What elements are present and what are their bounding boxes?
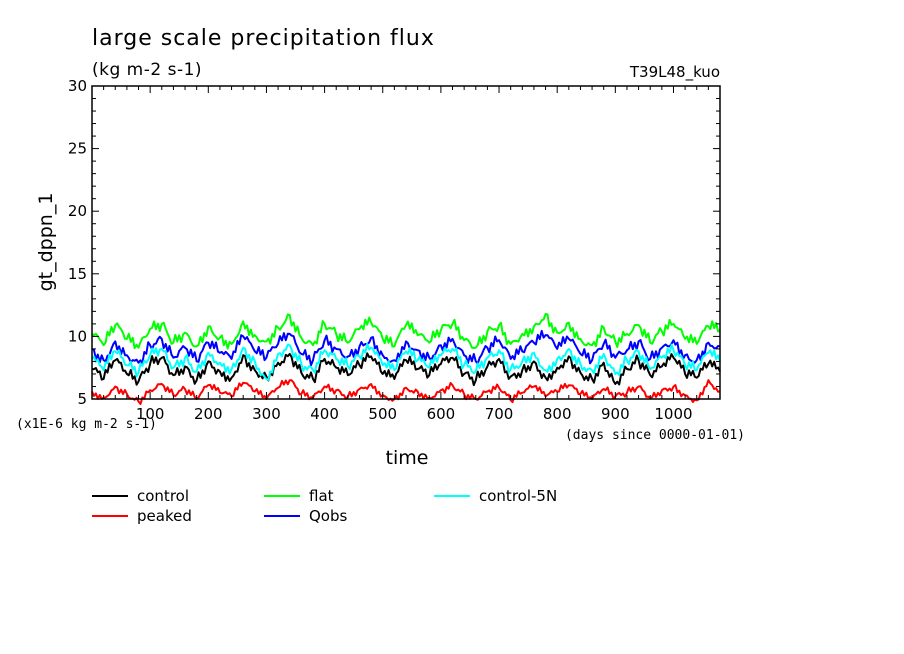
y-unit-label: (x1E-6 kg m-2 s-1) <box>16 417 157 432</box>
x-unit-label: (days since 0000-01-01) <box>565 428 745 443</box>
x-tick-label: 1000 <box>654 405 692 423</box>
legend: control peaked flat Qobs control-5N <box>92 487 557 525</box>
x-axis-label: time <box>386 447 429 469</box>
x-tick-label: 900 <box>601 405 630 423</box>
x-tick-label: 600 <box>427 405 456 423</box>
y-tick-label: 15 <box>68 265 87 283</box>
series-line-flat <box>91 312 721 350</box>
y-axis-label: gt_dppn_1 <box>35 193 57 292</box>
x-tick-label: 400 <box>310 405 339 423</box>
y-tick-label: 30 <box>68 77 87 95</box>
x-tick-label: 700 <box>485 405 514 423</box>
legend-label-peaked: peaked <box>137 507 192 525</box>
series-line-control <box>91 352 721 387</box>
series-line-peaked <box>91 379 721 405</box>
chart-subtitle: (kg m-2 s-1) <box>92 60 202 80</box>
y-tick-label: 10 <box>68 327 87 345</box>
x-tick-label: 100 <box>136 405 165 423</box>
series-layer <box>91 312 721 405</box>
x-tick-label: 500 <box>368 405 397 423</box>
ticks-layer: 5 10 15 20 25 30 100 200 300 400 500 600 700 800 900 10… <box>68 77 721 423</box>
legend-label-control-5n: control-5N <box>479 487 557 505</box>
chart-title: large scale precipitation flux <box>92 26 435 51</box>
run-label: T39L48_kuo <box>629 63 720 82</box>
y-tick-label: 25 <box>68 140 87 158</box>
legend-label-qobs: Qobs <box>309 507 348 525</box>
series-line-control-5n <box>91 342 721 381</box>
x-tick-label: 200 <box>194 405 223 423</box>
legend-label-flat: flat <box>309 487 334 505</box>
series-line-qobs <box>91 329 721 367</box>
x-tick-label: 800 <box>543 405 572 423</box>
legend-label-control: control <box>137 487 189 505</box>
y-tick-label: 5 <box>77 390 87 408</box>
x-tick-label: 300 <box>252 405 281 423</box>
y-tick-label: 20 <box>68 202 87 220</box>
